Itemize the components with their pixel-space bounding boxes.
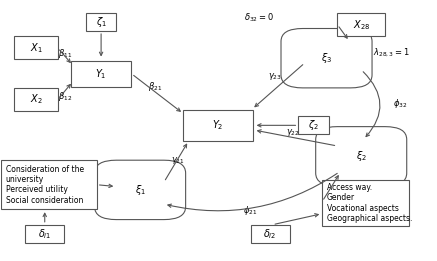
FancyBboxPatch shape bbox=[71, 61, 132, 87]
FancyBboxPatch shape bbox=[94, 160, 186, 220]
Text: $\lambda_{28,3} = 1$: $\lambda_{28,3} = 1$ bbox=[373, 47, 410, 59]
Text: $\xi_2$: $\xi_2$ bbox=[356, 149, 367, 163]
Text: $\beta_{21}$: $\beta_{21}$ bbox=[148, 80, 163, 93]
Text: $\gamma_{22}$: $\gamma_{22}$ bbox=[286, 127, 300, 138]
Text: $\phi_{32}$: $\phi_{32}$ bbox=[393, 97, 407, 110]
Text: $\xi_1$: $\xi_1$ bbox=[135, 183, 146, 197]
Text: $\gamma_{23}$: $\gamma_{23}$ bbox=[267, 71, 281, 82]
Text: $\gamma_{21}$: $\gamma_{21}$ bbox=[171, 156, 185, 167]
FancyBboxPatch shape bbox=[322, 180, 409, 226]
FancyBboxPatch shape bbox=[25, 225, 64, 243]
FancyBboxPatch shape bbox=[1, 160, 97, 209]
FancyBboxPatch shape bbox=[316, 127, 407, 186]
Text: $\xi_3$: $\xi_3$ bbox=[321, 51, 332, 65]
Text: $\delta_{32} = 0$: $\delta_{32} = 0$ bbox=[244, 12, 274, 25]
FancyBboxPatch shape bbox=[184, 110, 253, 141]
Text: $X_1$: $X_1$ bbox=[30, 41, 42, 55]
FancyBboxPatch shape bbox=[14, 36, 58, 60]
FancyBboxPatch shape bbox=[86, 13, 116, 31]
Text: $Y_2$: $Y_2$ bbox=[212, 118, 224, 132]
Text: Consideration of the
university
Perceived utility
Social consideration: Consideration of the university Perceive… bbox=[6, 165, 84, 205]
Text: $\delta_{i2}$: $\delta_{i2}$ bbox=[264, 227, 277, 241]
Text: $\zeta_1$: $\zeta_1$ bbox=[96, 15, 107, 29]
Text: $X_{28}$: $X_{28}$ bbox=[353, 18, 370, 32]
FancyBboxPatch shape bbox=[251, 225, 290, 243]
Text: $\beta_{12}$: $\beta_{12}$ bbox=[59, 90, 73, 103]
Text: $\zeta_2$: $\zeta_2$ bbox=[308, 118, 319, 132]
FancyBboxPatch shape bbox=[281, 28, 372, 88]
Text: $\phi_{21}$: $\phi_{21}$ bbox=[243, 204, 258, 217]
Text: $\delta_{i1}$: $\delta_{i1}$ bbox=[38, 227, 52, 241]
FancyBboxPatch shape bbox=[298, 116, 329, 134]
FancyBboxPatch shape bbox=[337, 13, 385, 36]
FancyBboxPatch shape bbox=[14, 88, 58, 111]
Text: $Y_1$: $Y_1$ bbox=[95, 67, 107, 81]
Text: $\beta_{11}$: $\beta_{11}$ bbox=[59, 46, 73, 60]
Text: $X_2$: $X_2$ bbox=[30, 93, 42, 106]
Text: Access way.
Gender
Vocational aspects
Geographical aspects.: Access way. Gender Vocational aspects Ge… bbox=[326, 183, 412, 223]
